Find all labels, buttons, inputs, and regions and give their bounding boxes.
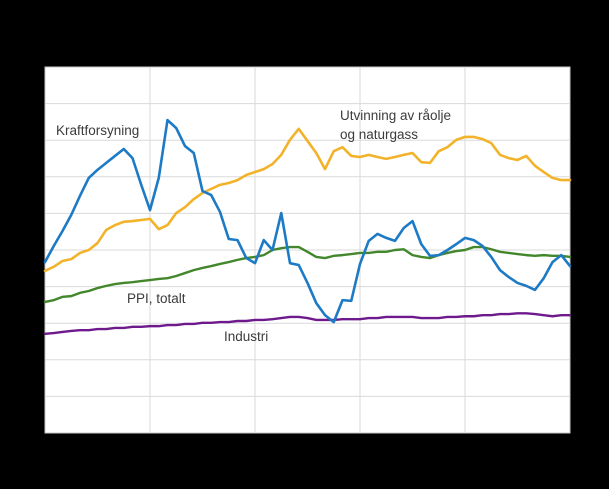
series-kraftforsyning-line [43, 118, 572, 324]
series-industri-line [43, 312, 572, 336]
series-utvinning-line [43, 127, 572, 273]
